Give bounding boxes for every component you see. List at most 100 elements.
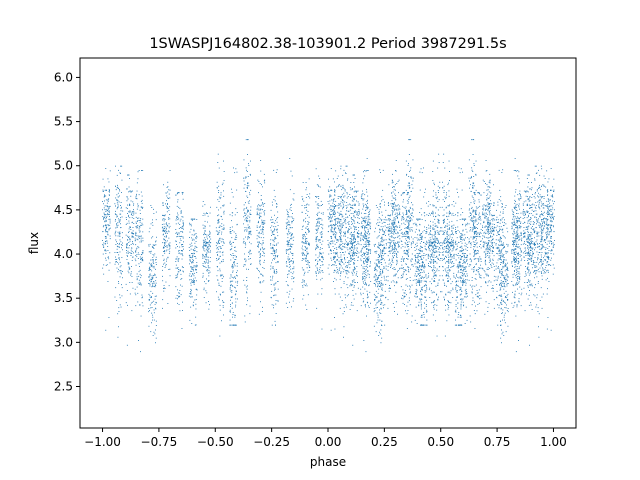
data-point	[394, 285, 395, 287]
data-point	[132, 236, 134, 238]
data-point	[189, 256, 191, 258]
data-point	[550, 208, 552, 210]
data-point	[235, 278, 236, 279]
data-point	[232, 253, 234, 254]
data-point	[129, 210, 131, 212]
data-point	[500, 264, 501, 265]
data-point	[342, 262, 344, 263]
data-point	[366, 206, 367, 208]
data-point	[164, 245, 165, 246]
data-point	[164, 250, 165, 252]
data-point	[406, 211, 408, 213]
data-point	[105, 220, 107, 222]
data-point	[210, 242, 212, 244]
data-point	[526, 210, 528, 212]
data-point	[191, 237, 192, 239]
data-point	[204, 220, 206, 222]
data-point	[419, 285, 421, 286]
data-point	[220, 275, 222, 276]
data-point	[182, 193, 183, 195]
data-point	[536, 189, 538, 191]
data-point	[393, 217, 395, 219]
data-point	[408, 226, 409, 228]
data-point	[333, 198, 335, 200]
data-point	[206, 250, 208, 252]
data-point	[132, 215, 134, 216]
data-point	[128, 267, 130, 269]
data-point	[362, 220, 364, 222]
data-point	[501, 333, 503, 335]
data-point	[518, 340, 519, 341]
data-point	[461, 265, 463, 267]
data-point	[432, 171, 434, 172]
data-point	[479, 231, 481, 233]
data-point	[428, 265, 429, 266]
data-point	[425, 324, 427, 326]
data-point	[194, 299, 196, 301]
data-point	[414, 222, 416, 224]
data-point	[108, 198, 110, 200]
data-point	[331, 228, 333, 230]
data-point	[179, 224, 181, 225]
data-point	[434, 281, 436, 282]
data-point	[342, 203, 344, 205]
data-point	[181, 244, 182, 246]
data-point	[216, 291, 217, 293]
data-point	[505, 307, 507, 309]
data-point	[533, 271, 535, 272]
data-point	[135, 231, 137, 233]
data-point	[456, 266, 458, 268]
data-point	[352, 304, 354, 306]
data-point	[434, 278, 436, 279]
data-point	[437, 284, 439, 286]
data-point	[434, 240, 436, 242]
data-point	[166, 206, 168, 208]
data-point	[541, 261, 542, 263]
data-point	[202, 227, 204, 229]
data-point	[217, 279, 219, 281]
data-point	[181, 231, 183, 232]
data-point	[457, 215, 459, 217]
data-point	[352, 255, 354, 257]
data-point	[193, 283, 195, 285]
data-point	[537, 281, 539, 282]
data-point	[203, 232, 205, 234]
data-point	[128, 237, 129, 238]
data-point	[420, 316, 422, 318]
data-point	[550, 231, 552, 233]
data-point	[552, 247, 554, 248]
data-point	[365, 273, 367, 275]
data-point	[131, 232, 133, 234]
data-point	[129, 190, 131, 192]
data-point	[419, 230, 420, 232]
data-point	[361, 254, 363, 255]
data-point	[535, 202, 537, 203]
data-point	[453, 256, 455, 258]
data-point	[223, 242, 225, 244]
data-point	[416, 266, 418, 268]
data-point	[417, 259, 419, 261]
data-point	[445, 304, 446, 306]
data-point	[526, 190, 528, 192]
data-point	[476, 236, 477, 237]
data-point	[103, 217, 104, 219]
data-point	[422, 261, 424, 262]
data-point	[216, 206, 218, 208]
data-point	[417, 238, 419, 240]
data-point	[217, 251, 219, 253]
data-point	[204, 230, 206, 232]
data-point	[373, 311, 375, 313]
data-point	[520, 196, 522, 198]
data-point	[135, 226, 137, 228]
data-point	[366, 315, 367, 317]
data-point	[163, 287, 165, 289]
data-point	[417, 255, 419, 257]
data-point	[548, 209, 550, 211]
data-point	[331, 199, 333, 201]
data-point	[460, 293, 462, 295]
data-point	[105, 168, 107, 169]
data-point	[122, 237, 123, 239]
data-point	[341, 261, 343, 262]
data-point	[234, 276, 236, 278]
data-point	[332, 231, 334, 233]
